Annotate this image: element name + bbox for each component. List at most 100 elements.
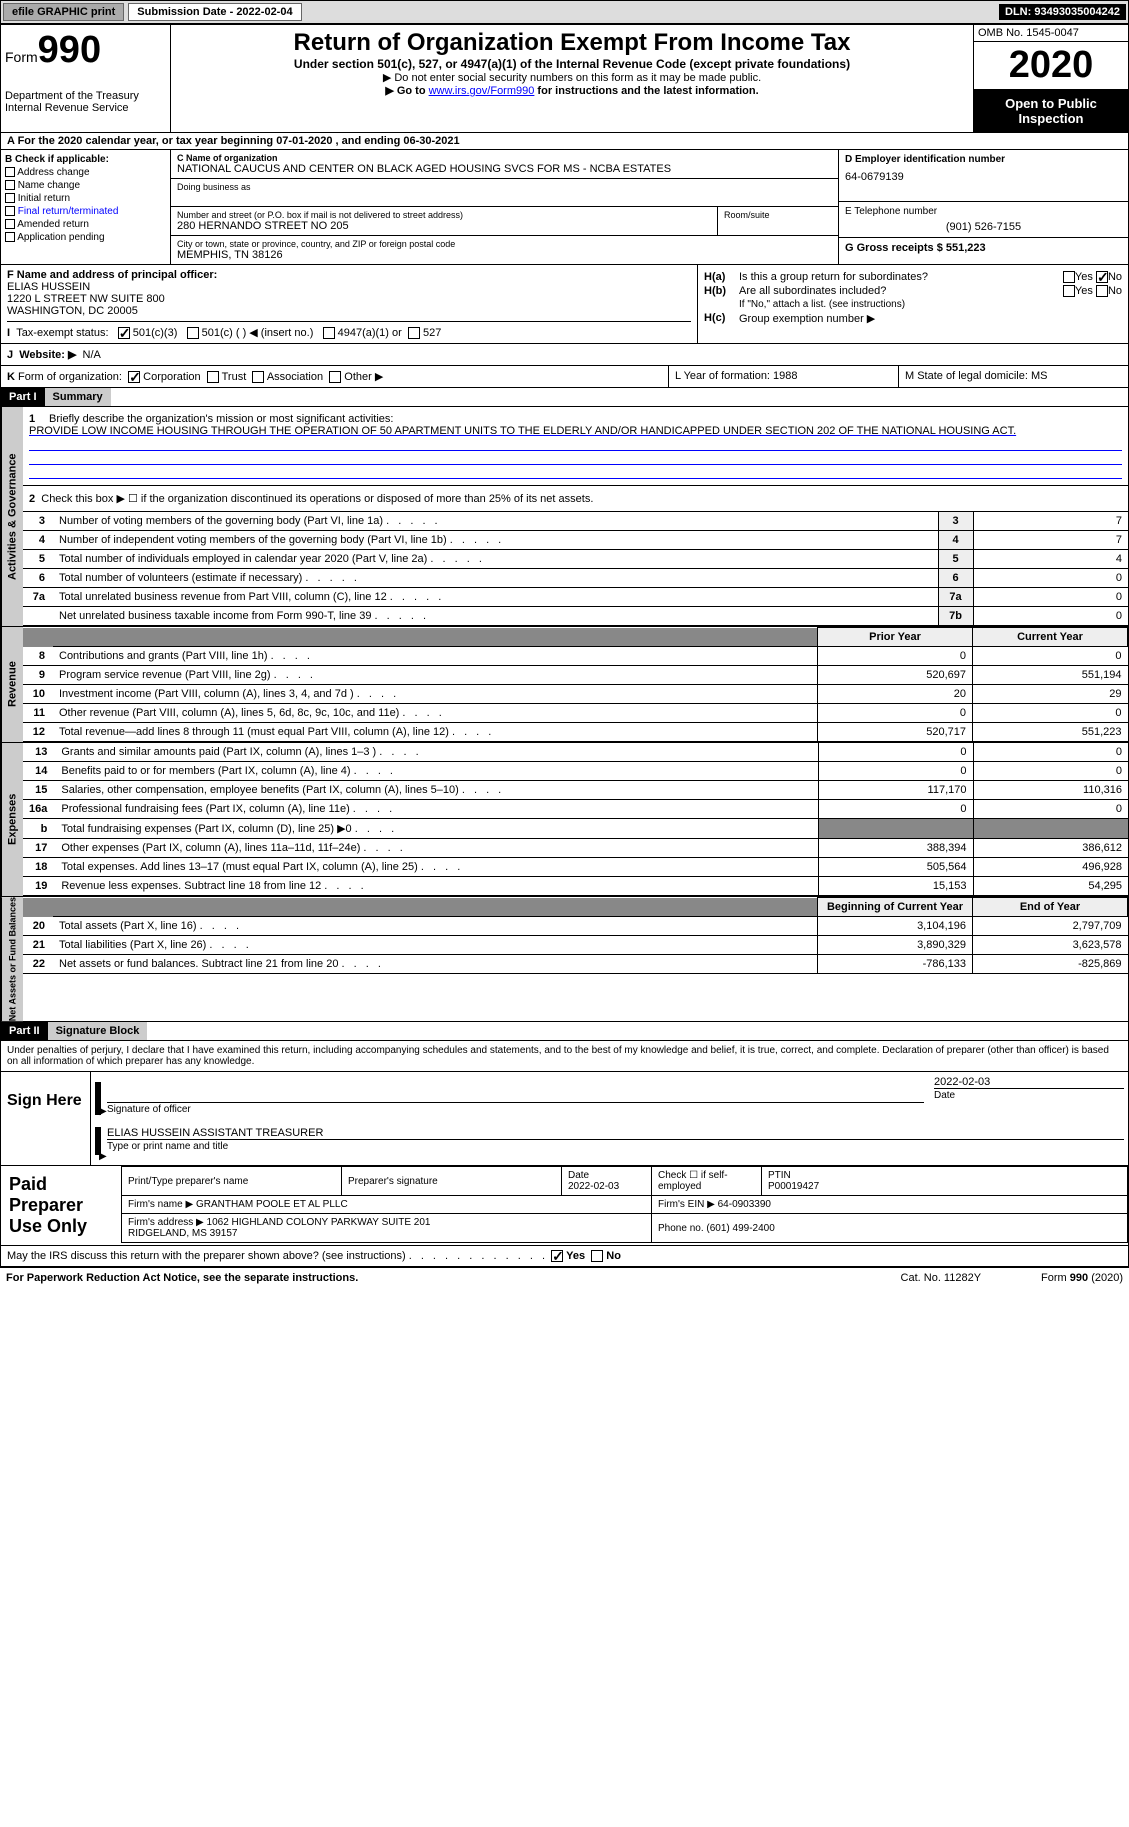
net-assets-side-label: Net Assets or Fund Balances <box>1 897 23 1021</box>
form-header: Form990 Department of the Treasury Inter… <box>0 24 1129 133</box>
governance-side-label: Activities & Governance <box>1 407 23 626</box>
tax-year-range: A For the 2020 calendar year, or tax yea… <box>0 133 1129 150</box>
cat-no: Cat. No. 11282Y <box>901 1272 982 1284</box>
check-if-applicable: B Check if applicable: Address change Na… <box>1 150 171 264</box>
table-row: 22Net assets or fund balances. Subtract … <box>23 955 1128 974</box>
principal-officer-label: F Name and address of principal officer: <box>7 269 691 281</box>
officer-type-name: ELIAS HUSSEIN ASSISTANT TREASURER <box>107 1127 1124 1139</box>
instructions-link-row: ▶ Go to www.irs.gov/Form990 for instruct… <box>175 84 969 97</box>
tax-year: 2020 <box>974 42 1128 90</box>
submission-date-field: Submission Date - 2022-02-04 <box>128 3 301 21</box>
hb-no-checkbox[interactable] <box>1096 285 1108 297</box>
table-row: 6Total number of volunteers (estimate if… <box>23 569 1128 588</box>
table-row: 21Total liabilities (Part X, line 26) . … <box>23 936 1128 955</box>
officer-group-block: F Name and address of principal officer:… <box>0 265 1129 344</box>
penalty-statement: Under penalties of perjury, I declare th… <box>0 1041 1129 1072</box>
ha-no-checkbox[interactable] <box>1096 271 1108 283</box>
501c-checkbox[interactable] <box>187 327 199 339</box>
irs-label: Internal Revenue Service <box>5 102 166 114</box>
officer-addr1: 1220 L STREET NW SUITE 800 <box>7 293 691 305</box>
table-row: 16aProfessional fundraising fees (Part I… <box>23 800 1128 819</box>
paid-preparer-label: Paid Preparer Use Only <box>1 1166 121 1245</box>
ssn-warning: ▶ Do not enter social security numbers o… <box>175 71 969 84</box>
table-row: 18Total expenses. Add lines 13–17 (must … <box>23 858 1128 877</box>
expenses-table: 13Grants and similar amounts paid (Part … <box>23 743 1128 896</box>
sign-date: 2022-02-03 <box>934 1076 1124 1088</box>
telephone-label: E Telephone number <box>845 206 1122 217</box>
hb-note: If "No," attach a list. (see instruction… <box>704 299 1122 310</box>
other-checkbox[interactable] <box>329 371 341 383</box>
discuss-no-checkbox[interactable] <box>591 1250 603 1262</box>
part1-title: Summary <box>45 388 111 406</box>
form-subtitle: Under section 501(c), 527, or 4947(a)(1)… <box>175 57 969 71</box>
type-name-label: Type or print name and title <box>107 1139 1124 1152</box>
table-row: 9Program service revenue (Part VIII, lin… <box>23 666 1128 685</box>
signature-field-label: Signature of officer <box>107 1102 924 1115</box>
governance-table: 3Number of voting members of the governi… <box>23 512 1128 626</box>
efile-print-button[interactable]: efile GRAPHIC print <box>3 3 124 21</box>
part2-header: Part II <box>1 1022 48 1040</box>
assoc-checkbox[interactable] <box>252 371 264 383</box>
form-990-label: Form990 <box>5 29 166 72</box>
org-name: NATIONAL CAUCUS AND CENTER ON BLACK AGED… <box>177 163 832 175</box>
table-row: 15Salaries, other compensation, employee… <box>23 781 1128 800</box>
table-row: 5Total number of individuals employed in… <box>23 550 1128 569</box>
table-row: 7aTotal unrelated business revenue from … <box>23 588 1128 607</box>
dba-label: Doing business as <box>177 182 832 192</box>
corp-checkbox[interactable] <box>128 371 140 383</box>
table-row: Net unrelated business taxable income fr… <box>23 607 1128 626</box>
527-checkbox[interactable] <box>408 327 420 339</box>
telephone-value: (901) 526-7155 <box>845 221 1122 233</box>
governance-section: Activities & Governance 1Briefly describ… <box>0 407 1129 627</box>
dln-label: DLN: 93493035004242 <box>999 4 1126 20</box>
table-row: 14Benefits paid to or for members (Part … <box>23 762 1128 781</box>
revenue-table: Prior YearCurrent Year 8Contributions an… <box>23 627 1128 742</box>
501c3-checkbox[interactable] <box>118 327 130 339</box>
ein-value: 64-0679139 <box>845 171 1122 183</box>
part1-header: Part I <box>1 388 45 406</box>
identification-block: B Check if applicable: Address change Na… <box>0 150 1129 265</box>
top-bar: efile GRAPHIC print Submission Date - 20… <box>0 0 1129 24</box>
signature-block: Sign Here Signature of officer 2022-02-0… <box>0 1072 1129 1267</box>
table-row: 4Number of independent voting members of… <box>23 531 1128 550</box>
open-inspection-badge: Open to Public Inspection <box>974 90 1128 132</box>
expenses-section: Expenses 13Grants and similar amounts pa… <box>0 743 1129 897</box>
discuss-yes-checkbox[interactable] <box>551 1250 563 1262</box>
paperwork-notice: For Paperwork Reduction Act Notice, see … <box>6 1272 901 1284</box>
date-field-label: Date <box>934 1088 1124 1101</box>
net-assets-table: Beginning of Current YearEnd of Year 20T… <box>23 897 1128 974</box>
part2-title: Signature Block <box>48 1022 148 1040</box>
city-label: City or town, state or province, country… <box>177 239 832 249</box>
gross-receipts: G Gross receipts $ 551,223 <box>845 242 1122 254</box>
ha-yes-checkbox[interactable] <box>1063 271 1075 283</box>
dept-label: Department of the Treasury <box>5 90 166 102</box>
4947-checkbox[interactable] <box>323 327 335 339</box>
table-row: 13Grants and similar amounts paid (Part … <box>23 743 1128 762</box>
revenue-section: Revenue Prior YearCurrent Year 8Contribu… <box>0 627 1129 743</box>
table-row: 3Number of voting members of the governi… <box>23 512 1128 531</box>
sign-here-label: Sign Here <box>1 1072 91 1165</box>
officer-addr2: WASHINGTON, DC 20005 <box>7 305 691 317</box>
hb-yes-checkbox[interactable] <box>1063 285 1075 297</box>
revenue-side-label: Revenue <box>1 627 23 742</box>
trust-checkbox[interactable] <box>207 371 219 383</box>
org-name-label: C Name of organization <box>177 153 832 163</box>
table-row: 11Other revenue (Part VIII, column (A), … <box>23 704 1128 723</box>
table-row: 19Revenue less expenses. Subtract line 1… <box>23 877 1128 896</box>
state-domicile: M State of legal domicile: MS <box>898 366 1128 387</box>
form-title: Return of Organization Exempt From Incom… <box>175 29 969 57</box>
line2-text: Check this box ▶ ☐ if the organization d… <box>41 493 593 505</box>
year-formation: L Year of formation: 1988 <box>668 366 898 387</box>
table-row: 20Total assets (Part X, line 16) . . . .… <box>23 917 1128 936</box>
omb-number: OMB No. 1545-0047 <box>974 25 1128 42</box>
net-assets-section: Net Assets or Fund Balances Beginning of… <box>0 897 1129 1022</box>
city-state-zip: MEMPHIS, TN 38126 <box>177 249 832 261</box>
discuss-row: May the IRS discuss this return with the… <box>1 1246 1128 1266</box>
table-row: bTotal fundraising expenses (Part IX, co… <box>23 819 1128 839</box>
room-label: Room/suite <box>724 210 832 220</box>
mission-text: PROVIDE LOW INCOME HOUSING THROUGH THE O… <box>29 425 1016 437</box>
form990-link[interactable]: www.irs.gov/Form990 <box>429 85 535 97</box>
footer: For Paperwork Reduction Act Notice, see … <box>0 1267 1129 1288</box>
table-row: 8Contributions and grants (Part VIII, li… <box>23 647 1128 666</box>
table-row: 12Total revenue—add lines 8 through 11 (… <box>23 723 1128 742</box>
